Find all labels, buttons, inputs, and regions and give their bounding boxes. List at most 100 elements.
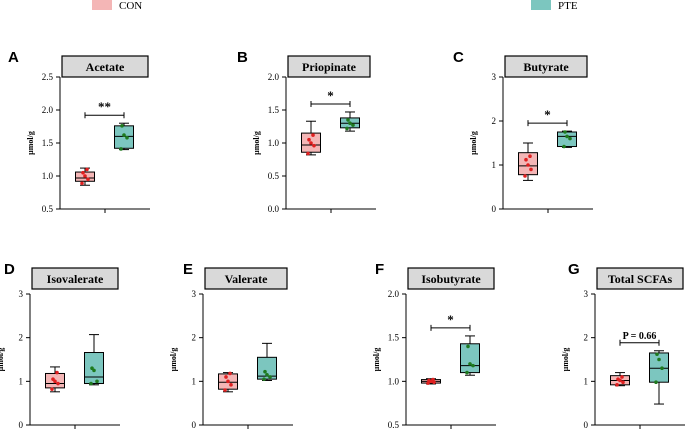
data-point [56, 381, 60, 386]
panel-g: G Total SCFAs 0 1 2 3 μmol/g P = 0.66 [561, 261, 685, 430]
data-point [427, 378, 431, 383]
panel-letter: G [568, 261, 580, 278]
y-tick-label: 1 [192, 376, 197, 386]
data-point [615, 383, 619, 387]
data-point [55, 370, 59, 375]
y-tick-label: 1 [492, 160, 497, 170]
y-tick-label: 3 [19, 289, 24, 299]
y-tick-label: 2.0 [268, 72, 280, 82]
y-tick-label: 1.5 [388, 333, 400, 343]
y-tick-label: 2.0 [388, 289, 400, 299]
box-iqr [84, 352, 104, 385]
box-con [518, 142, 538, 181]
chart-title: Priopinate [302, 60, 357, 74]
data-point [654, 380, 658, 385]
y-axis-label: μmol/g [561, 348, 570, 372]
legend-label-con: CON [119, 0, 142, 12]
data-point [85, 167, 89, 172]
data-point [309, 141, 313, 145]
data-point [346, 118, 350, 122]
data-point [351, 123, 355, 127]
data-point [348, 121, 352, 125]
significance-label: ** [98, 99, 111, 114]
y-tick-label: 1.0 [268, 138, 280, 148]
box-pte [557, 130, 577, 149]
data-point [83, 174, 87, 178]
panel-f: F Isobutyrate 0.5 1.0 1.5 2.0 μmol/g * [372, 261, 496, 430]
data-point [431, 377, 435, 382]
panel-b: B Priopinate 0.0 0.5 1.0 1.5 2.0 μmol/g * [237, 49, 376, 214]
y-tick-label: 2 [584, 333, 589, 343]
panel-letter: E [183, 261, 193, 278]
data-point [562, 144, 566, 149]
y-axis-label: μmol/g [26, 131, 35, 155]
data-point [224, 375, 228, 379]
box-pte [340, 111, 360, 132]
box-con [421, 377, 441, 385]
box-con [218, 371, 238, 393]
box-iqr [460, 343, 480, 374]
data-point [89, 381, 93, 386]
y-tick-label: 3 [492, 72, 497, 82]
y-axis-label: μmol/g [169, 348, 178, 372]
data-point [471, 363, 475, 368]
y-tick-label: 2 [19, 333, 24, 343]
chart-title: Valerate [225, 272, 269, 286]
data-point [119, 147, 123, 151]
data-point [528, 154, 532, 158]
data-point [312, 143, 316, 148]
panel-d: D Isovalerate 0 1 2 3 μmol/g [0, 261, 120, 430]
data-point [86, 177, 90, 182]
data-point [268, 375, 272, 379]
data-point [568, 136, 572, 141]
panel-letter: F [375, 261, 384, 278]
title-box [407, 267, 495, 290]
title-box [596, 267, 684, 290]
box-pte [257, 342, 277, 381]
data-point [655, 352, 659, 357]
data-point [226, 379, 230, 384]
y-tick-label: 2 [192, 333, 197, 343]
data-point [660, 366, 664, 371]
title-box [287, 55, 371, 78]
y-tick-label: 2.0 [42, 105, 54, 115]
y-tick-label: 0.5 [388, 420, 400, 430]
significance-label: * [327, 88, 334, 103]
y-tick-label: 1.5 [268, 105, 280, 115]
data-point [307, 137, 311, 142]
y-axis-label: μmol/g [469, 131, 478, 155]
data-point [50, 387, 54, 391]
y-tick-label: 2 [492, 116, 497, 126]
data-point [122, 133, 126, 137]
data-point [120, 124, 124, 128]
data-point [621, 380, 625, 385]
panels: AAcetate0.51.01.52.02.5μmol/g**BPriopina… [0, 49, 685, 430]
box-iqr [649, 352, 669, 383]
y-tick-label: 3 [584, 289, 589, 299]
data-point [620, 375, 624, 379]
data-point [265, 372, 269, 377]
y-tick-label: 1 [19, 376, 24, 386]
data-point [526, 163, 530, 167]
box-iqr [257, 356, 277, 380]
y-axis-label: μmol/g [372, 348, 381, 372]
data-point [223, 388, 227, 392]
title-box [504, 55, 588, 78]
data-point [311, 133, 315, 137]
panel-letter: B [237, 49, 248, 66]
data-point [529, 167, 533, 172]
data-point [523, 174, 527, 178]
panel-letter: D [4, 261, 15, 278]
panel-c: C Butyrate 0 1 2 3 μmol/g * [453, 49, 593, 214]
legend: CON PTE [92, 0, 578, 12]
panel-letter: A [8, 49, 19, 66]
data-point [466, 344, 470, 349]
y-tick-label: 1 [584, 376, 589, 386]
significance-label: * [544, 107, 551, 122]
y-tick-label: 1.5 [42, 138, 54, 148]
box-con [75, 167, 95, 186]
panel-letter: C [453, 49, 464, 66]
data-point [565, 134, 569, 139]
data-point [468, 362, 472, 366]
